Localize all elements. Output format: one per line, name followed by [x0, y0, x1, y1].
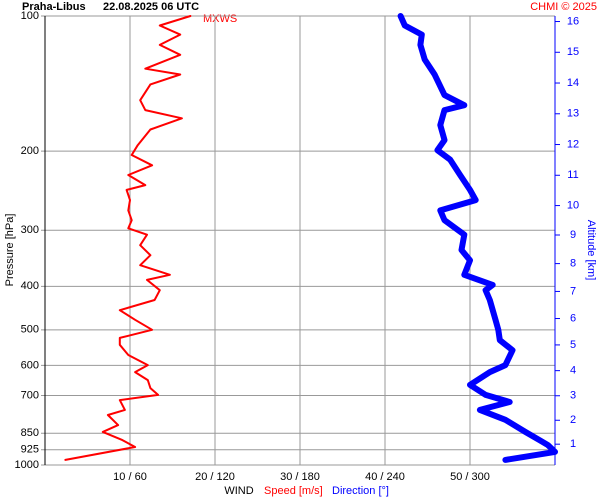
x-tick-label: 10 / 60	[113, 471, 147, 483]
y2-tick-label: 2	[570, 414, 576, 426]
series-line	[64, 15, 192, 461]
annotation: MXWS	[203, 13, 237, 25]
y2-tick-label: 7	[570, 285, 576, 297]
chart-subtitle: 22.08.2025 06 UTC	[103, 1, 199, 13]
y2-tick-label: 10	[567, 199, 579, 211]
y2-tick-label: 9	[570, 229, 576, 241]
x-axis-label: WIND	[224, 485, 253, 497]
y-tick-label: 200	[21, 145, 39, 157]
legend-label: Direction [°]	[332, 485, 389, 497]
y2-tick-label: 16	[567, 15, 579, 27]
y2-tick-label: 8	[570, 258, 576, 270]
y-tick-label: 925	[21, 444, 39, 456]
y2-tick-label: 15	[567, 46, 579, 58]
y2-tick-label: 6	[570, 312, 576, 324]
y2-tick-label: 4	[570, 365, 576, 377]
y2-tick-label: 13	[567, 108, 579, 120]
y-tick-label: 100	[21, 10, 39, 22]
x-tick-label: 40 / 240	[365, 471, 405, 483]
y2-axis-label: Altitude [km]	[585, 220, 597, 281]
series-line	[397, 13, 558, 463]
credit: CHMI © 2025	[530, 1, 597, 13]
y-tick-label: 500	[21, 324, 39, 336]
x-tick-label: 30 / 180	[280, 471, 320, 483]
y2-tick-label: 5	[570, 339, 576, 351]
y-tick-label: 300	[21, 224, 39, 236]
legend-label: Speed [m/s]	[264, 485, 323, 497]
y2-tick-label: 1	[570, 438, 576, 450]
y-axis-label: Pressure [hPa]	[4, 214, 16, 287]
y2-tick-label: 3	[570, 390, 576, 402]
y-tick-label: 1000	[15, 459, 39, 471]
y-tick-label: 600	[21, 359, 39, 371]
y-tick-label: 400	[21, 280, 39, 292]
y2-tick-label: 11	[567, 169, 578, 181]
x-tick-label: 50 / 300	[450, 471, 490, 483]
y-tick-label: 700	[21, 389, 39, 401]
y-tick-label: 850	[21, 427, 39, 439]
y2-tick-label: 14	[567, 77, 579, 89]
y2-tick-label: 12	[567, 138, 579, 150]
x-tick-label: 20 / 120	[195, 471, 235, 483]
chart-title: Praha-Libus	[22, 1, 86, 13]
